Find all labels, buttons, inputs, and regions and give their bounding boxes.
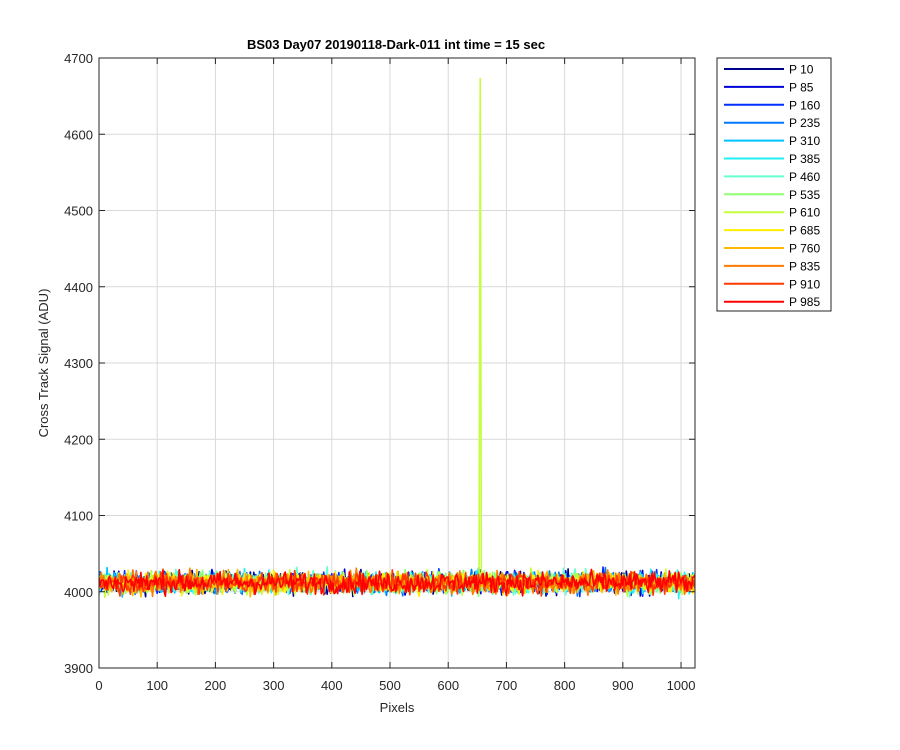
x-tick-label: 200 [205, 678, 227, 693]
x-tick-label: 800 [554, 678, 576, 693]
legend-label: P 610 [789, 206, 820, 220]
y-tick-label: 4700 [64, 51, 93, 66]
series-line-p-985 [99, 568, 695, 597]
y-tick-label: 4600 [64, 127, 93, 142]
legend-label: P 685 [789, 224, 820, 238]
series-group [99, 77, 695, 600]
legend-label: P 985 [789, 295, 820, 309]
y-tick-label: 4000 [64, 585, 93, 600]
legend-box [716, 57, 832, 312]
x-axis-label: Pixels [380, 700, 415, 715]
ticks: 0 100 200 300 400 500 600 700 800 900 1000 3900 4000… [64, 51, 695, 693]
x-tick-label: 500 [379, 678, 401, 693]
x-tick-label: 0 [95, 678, 102, 693]
legend-label: P 235 [789, 116, 820, 130]
x-tick-label: 900 [612, 678, 634, 693]
x-tick-label: 300 [263, 678, 285, 693]
y-tick-label: 4400 [64, 280, 93, 295]
plot-area: 0 100 200 300 400 500 600 700 800 900 1000 3900 4000… [64, 51, 696, 693]
legend-label: P 835 [789, 259, 820, 273]
x-tick-label: 1000 [667, 678, 696, 693]
y-tick-label: 4300 [64, 356, 93, 371]
x-tick-label: 100 [146, 678, 168, 693]
y-tick-label: 4500 [64, 204, 93, 219]
legend-label: P 310 [789, 134, 820, 148]
legend-label: P 85 [789, 80, 814, 94]
legend-label: P 910 [789, 277, 820, 291]
legend: P 10 P 85 P 160 P 235 P 310 P 385 P 460 P 535 P … [716, 57, 832, 312]
x-tick-label: 700 [496, 678, 518, 693]
chart-title: BS03 Day07 20190118-Dark-011 int time = … [247, 37, 545, 52]
y-tick-label: 3900 [64, 661, 93, 676]
y-axis-label: Cross Track Signal (ADU) [36, 289, 51, 438]
x-tick-label: 600 [437, 678, 459, 693]
legend-label: P 460 [789, 170, 820, 184]
legend-label: P 160 [789, 98, 820, 112]
legend-label: P 760 [789, 242, 820, 256]
legend-label: P 10 [789, 63, 814, 77]
grid [99, 58, 695, 668]
legend-label: P 385 [789, 152, 820, 166]
x-tick-label: 400 [321, 678, 343, 693]
y-tick-label: 4200 [64, 432, 93, 447]
legend-label: P 535 [789, 188, 820, 202]
y-tick-label: 4100 [64, 509, 93, 524]
